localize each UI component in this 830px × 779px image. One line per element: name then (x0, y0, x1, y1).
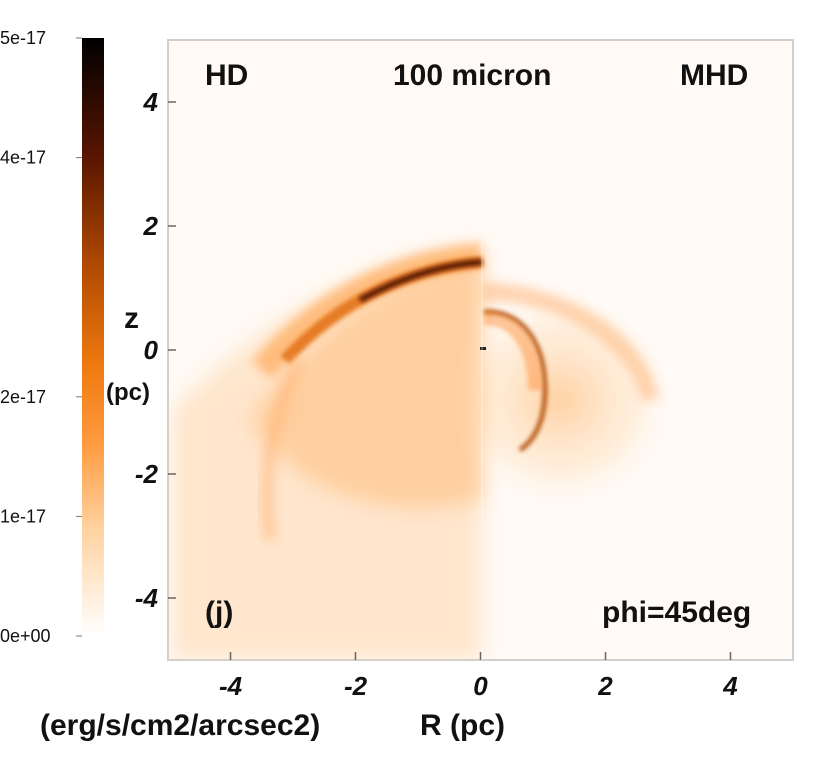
hd-shell-inner (358, 259, 483, 303)
mhd-inner-shell (483, 309, 548, 453)
right-label: MHD (680, 59, 748, 92)
y-tick-label: 4 (143, 87, 159, 117)
ylabel-bottom: (pc) (106, 379, 150, 406)
colorbar-tick-label: 0e+00 (0, 626, 51, 646)
mhd-inner-glow (483, 311, 542, 391)
x-tick-label: 0 (473, 671, 488, 701)
y-tick-label: 0 (144, 335, 159, 365)
colorbar-tick-label: 2e-17 (0, 387, 46, 407)
colorbar: 5e-17 4e-17 2e-17 1e-17 0e+00 (0, 28, 104, 646)
plot-area: HD 100 micron MHD (j) phi=45deg (167, 39, 794, 661)
mhd-outer-shell (481, 282, 659, 402)
ylabel-top: z (124, 302, 139, 335)
hd-shell-outer (251, 243, 484, 379)
y-tick-label: 2 (143, 211, 159, 241)
panel-label: (j) (205, 596, 233, 629)
star-marker (480, 347, 486, 350)
colorbar-tick-label: 1e-17 (0, 506, 46, 526)
y-tick-label: -4 (135, 583, 159, 613)
x-tick-label: 4 (722, 671, 738, 701)
x-tick-label: -4 (219, 671, 243, 701)
wavelength-label: 100 micron (393, 59, 551, 92)
colorbar-label: (erg/s/cm2/arcsec2) (40, 709, 320, 742)
mhd-diffuse-emission (450, 295, 670, 505)
colorbar-gradient (82, 38, 104, 636)
y-tick-label: -2 (135, 459, 159, 489)
colorbar-tick-label: 5e-17 (0, 28, 46, 48)
x-tick-label: -2 (344, 671, 368, 701)
x-tick-label: 2 (597, 671, 613, 701)
left-label: HD (205, 59, 248, 92)
hd-wing (260, 356, 307, 541)
colorbar-tick-label: 4e-17 (0, 148, 46, 168)
angle-label: phi=45deg (602, 596, 751, 629)
emission-image (172, 243, 670, 660)
xlabel: R (pc) (420, 709, 505, 742)
hd-diffuse-core (250, 262, 482, 508)
